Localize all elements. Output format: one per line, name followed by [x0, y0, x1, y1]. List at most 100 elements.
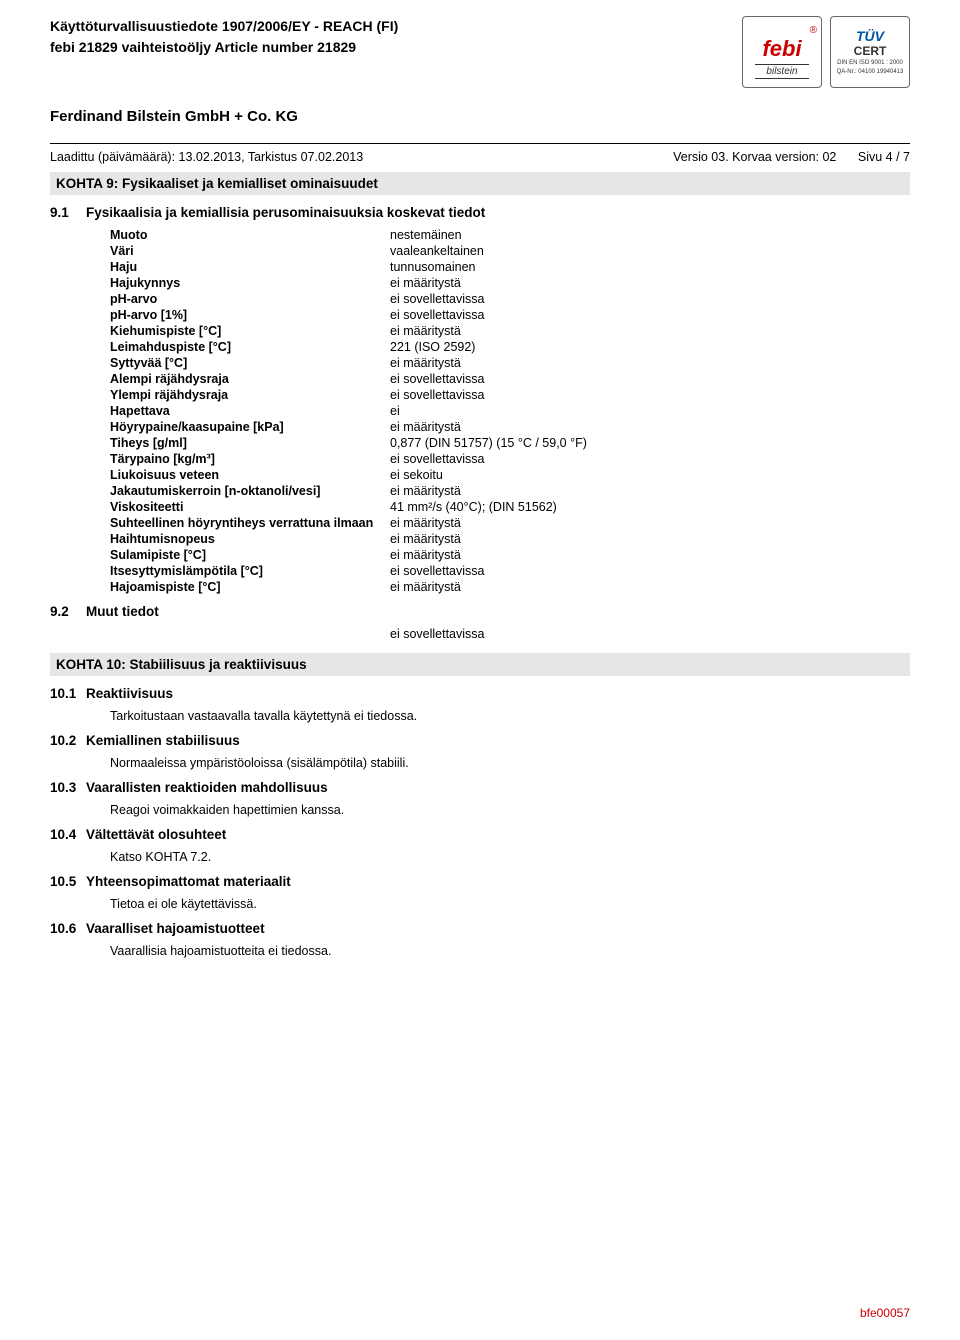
property-label: Sulamipiste [°C]: [110, 548, 390, 562]
s92-spacer: [110, 627, 390, 641]
section-10-sub-num: 10.3: [50, 780, 86, 795]
section-10-sub-num: 10.1: [50, 686, 86, 701]
section-10-sub-heading: 10.6Vaaralliset hajoamistuotteet: [50, 921, 910, 936]
section-9-1-num: 9.1: [50, 205, 86, 220]
property-value: ei sekoitu: [390, 468, 443, 482]
febi-logo: ® febi bilstein: [742, 16, 822, 88]
property-row: Hajoamispiste [°C]ei määritystä: [110, 580, 910, 594]
property-row: Syttyvää [°C]ei määritystä: [110, 356, 910, 370]
section-10-sub-heading: 10.2Kemiallinen stabiilisuus: [50, 733, 910, 748]
property-value: ei määritystä: [390, 580, 461, 594]
property-label: Kiehumispiste [°C]: [110, 324, 390, 338]
tuv-cert: CERT: [854, 44, 887, 58]
property-row: Muotonestemäinen: [110, 228, 910, 242]
property-label: Haju: [110, 260, 390, 274]
section-10-sub-text: Vaarallisia hajoamistuotteita ei tiedoss…: [110, 944, 910, 958]
section-10-sub-heading: 10.3Vaarallisten reaktioiden mahdollisuu…: [50, 780, 910, 795]
property-row: Hajukynnysei määritystä: [110, 276, 910, 290]
property-row: Tärypaino [kg/m³]ei sovellettavissa: [110, 452, 910, 466]
property-value: vaaleankeltainen: [390, 244, 484, 258]
property-row: Hajutunnusomainen: [110, 260, 910, 274]
section-9-1-title: Fysikaalisia ja kemiallisia perusominais…: [86, 205, 485, 220]
property-row: Viskositeetti41 mm²/s (40°C); (DIN 51562…: [110, 500, 910, 514]
property-row: Värivaaleankeltainen: [110, 244, 910, 258]
property-value: ei sovellettavissa: [390, 292, 485, 306]
section-10-sub-text: Normaaleissa ympäristöoloissa (sisälämpö…: [110, 756, 910, 770]
section-10-sub-num: 10.5: [50, 874, 86, 889]
meta-right: Versio 03. Korvaa version: 02 Sivu 4 / 7: [655, 150, 910, 164]
property-label: Tärypaino [kg/m³]: [110, 452, 390, 466]
section-10-sub-title: Vaarallisten reaktioiden mahdollisuus: [86, 780, 328, 795]
property-value: ei määritystä: [390, 276, 461, 290]
property-row: Suhteellinen höyryntiheys verrattuna ilm…: [110, 516, 910, 530]
section-9-2-heading: 9.2Muut tiedot: [50, 604, 910, 619]
section-10-sub-text: Reagoi voimakkaiden hapettimien kanssa.: [110, 803, 910, 817]
tuv-iso: DIN EN ISO 9001 : 2000: [837, 60, 903, 67]
property-row: Jakautumiskerroin [n-oktanoli/vesi]ei mä…: [110, 484, 910, 498]
property-value: ei sovellettavissa: [390, 452, 485, 466]
created-date: Laadittu (päivämäärä): 13.02.2013, Tarki…: [50, 150, 363, 164]
property-value: 221 (ISO 2592): [390, 340, 475, 354]
property-label: Suhteellinen höyryntiheys verrattuna ilm…: [110, 516, 390, 530]
s92-value: ei sovellettavissa: [390, 627, 485, 641]
property-row: Tiheys [g/ml]0,877 (DIN 51757) (15 °C / …: [110, 436, 910, 450]
meta-row: Laadittu (päivämäärä): 13.02.2013, Tarki…: [50, 150, 910, 164]
property-row: Itsesyttymislämpötila [°C]ei sovellettav…: [110, 564, 910, 578]
property-row: pH-arvoei sovellettavissa: [110, 292, 910, 306]
property-value: ei sovellettavissa: [390, 388, 485, 402]
property-label: Ylempi räjähdysraja: [110, 388, 390, 402]
property-row: Sulamipiste [°C]ei määritystä: [110, 548, 910, 562]
section-10-sub-title: Kemiallinen stabiilisuus: [86, 733, 240, 748]
section-10-sub-text: Tietoa ei ole käytettävissä.: [110, 897, 910, 911]
company-name: Ferdinand Bilstein GmbH + Co. KG: [50, 108, 910, 125]
property-row: pH-arvo [1%]ei sovellettavissa: [110, 308, 910, 322]
property-label: Alempi räjähdysraja: [110, 372, 390, 386]
section-10-sub-num: 10.2: [50, 733, 86, 748]
property-value: ei määritystä: [390, 484, 461, 498]
section-10-header: KOHTA 10: Stabiilisuus ja reaktiivisuus: [50, 653, 910, 676]
property-label: Tiheys [g/ml]: [110, 436, 390, 450]
property-label: Hajoamispiste [°C]: [110, 580, 390, 594]
property-row: Liukoisuus veteenei sekoitu: [110, 468, 910, 482]
property-label: Jakautumiskerroin [n-oktanoli/vesi]: [110, 484, 390, 498]
property-value: ei sovellettavissa: [390, 308, 485, 322]
property-row: Ylempi räjähdysrajaei sovellettavissa: [110, 388, 910, 402]
property-row: Alempi räjähdysrajaei sovellettavissa: [110, 372, 910, 386]
property-label: Hapettava: [110, 404, 390, 418]
property-value: ei määritystä: [390, 356, 461, 370]
properties-table: MuotonestemäinenVärivaaleankeltainenHaju…: [110, 228, 910, 594]
section-10-sub-heading: 10.1Reaktiivisuus: [50, 686, 910, 701]
section-10-body: 10.1Reaktiivisuus Tarkoitustaan vastaaval…: [50, 686, 910, 958]
property-label: Leimahduspiste [°C]: [110, 340, 390, 354]
section-10-sub-title: Vaaralliset hajoamistuotteet: [86, 921, 265, 936]
property-label: Syttyvää [°C]: [110, 356, 390, 370]
property-label: Höyrypaine/kaasupaine [kPa]: [110, 420, 390, 434]
property-value: ei määritystä: [390, 420, 461, 434]
property-row: Haihtumisnopeusei määritystä: [110, 532, 910, 546]
section-9-header: KOHTA 9: Fysikaaliset ja kemialliset omi…: [50, 172, 910, 195]
section-10-sub-heading: 10.5Yhteensopimattomat materiaalit: [50, 874, 910, 889]
property-label: Liukoisuus veteen: [110, 468, 390, 482]
property-label: Viskositeetti: [110, 500, 390, 514]
section-10-sub-heading: 10.4Vältettävät olosuhteet: [50, 827, 910, 842]
property-value: 0,877 (DIN 51757) (15 °C / 59,0 °F): [390, 436, 587, 450]
section-9-1-heading: 9.1Fysikaalisia ja kemiallisia perusomin…: [50, 205, 910, 220]
property-label: Haihtumisnopeus: [110, 532, 390, 546]
section-10-sub-title: Yhteensopimattomat materiaalit: [86, 874, 291, 889]
property-label: pH-arvo: [110, 292, 390, 306]
property-row: Höyrypaine/kaasupaine [kPa]ei määritystä: [110, 420, 910, 434]
section-10-sub-title: Reaktiivisuus: [86, 686, 173, 701]
property-label: Hajukynnys: [110, 276, 390, 290]
property-value: ei määritystä: [390, 532, 461, 546]
tuv-qa: QA-Nr.: 04100 19940413: [837, 69, 904, 76]
section-10-sub-text: Katso KOHTA 7.2.: [110, 850, 910, 864]
section-10-sub-title: Vältettävät olosuhteet: [86, 827, 226, 842]
property-value: ei: [390, 404, 400, 418]
property-label: Väri: [110, 244, 390, 258]
section-10-sub-text: Tarkoitustaan vastaavalla tavalla käytet…: [110, 709, 910, 723]
property-value: ei määritystä: [390, 548, 461, 562]
document-header: Käyttöturvallisuustiedote 1907/2006/EY -…: [50, 16, 910, 88]
property-value: 41 mm²/s (40°C); (DIN 51562): [390, 500, 557, 514]
property-row: Kiehumispiste [°C]ei määritystä: [110, 324, 910, 338]
tuv-word: TÜV: [856, 28, 884, 44]
